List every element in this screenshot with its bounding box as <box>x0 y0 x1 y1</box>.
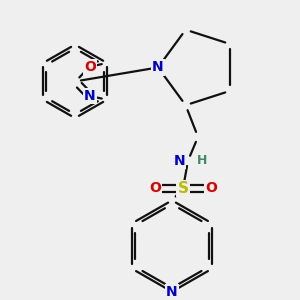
Text: O: O <box>84 60 96 74</box>
Text: S: S <box>178 181 188 196</box>
Text: H: H <box>197 154 207 167</box>
Text: O: O <box>149 182 161 196</box>
Text: N: N <box>173 154 185 168</box>
Text: N: N <box>166 285 178 299</box>
Text: N: N <box>84 89 96 103</box>
Text: N: N <box>152 61 164 74</box>
Text: O: O <box>205 182 217 196</box>
